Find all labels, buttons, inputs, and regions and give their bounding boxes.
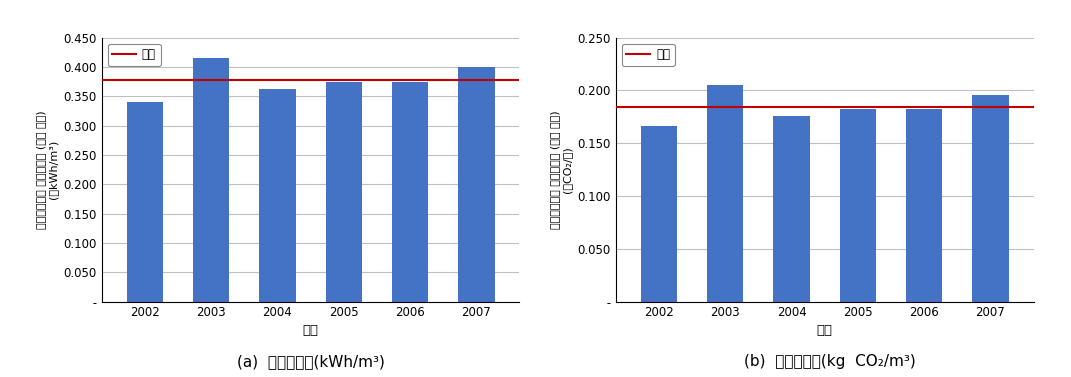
Bar <box>640 126 677 302</box>
Bar <box>972 95 1009 302</box>
Bar <box>193 58 229 302</box>
X-axis label: 연도: 연도 <box>303 323 318 337</box>
Bar <box>259 89 296 302</box>
Bar <box>773 116 810 302</box>
Bar <box>707 85 743 302</box>
Y-axis label: 단위이용량당 전력소비량 (전체 고려)
(전kWh/m³): 단위이용량당 전력소비량 (전체 고려) (전kWh/m³) <box>36 110 58 229</box>
Bar <box>392 82 428 302</box>
Legend: 평균: 평균 <box>108 44 161 66</box>
Bar <box>458 67 495 302</box>
Bar <box>326 82 362 302</box>
Bar <box>906 109 942 302</box>
Legend: 평균: 평균 <box>622 44 675 66</box>
Y-axis label: 단위이용량당 탄소배출량 (전체 고려)
(전CO₂/년): 단위이용량당 탄소배출량 (전체 고려) (전CO₂/년) <box>550 110 572 229</box>
Text: (a)  전력사용량(kWh/m³): (a) 전력사용량(kWh/m³) <box>237 354 384 369</box>
Bar <box>840 109 876 302</box>
X-axis label: 연도: 연도 <box>817 323 832 337</box>
Bar <box>126 102 163 302</box>
Text: (b)  탄소배출량(kg  CO₂/m³): (b) 탄소배출량(kg CO₂/m³) <box>744 354 916 369</box>
